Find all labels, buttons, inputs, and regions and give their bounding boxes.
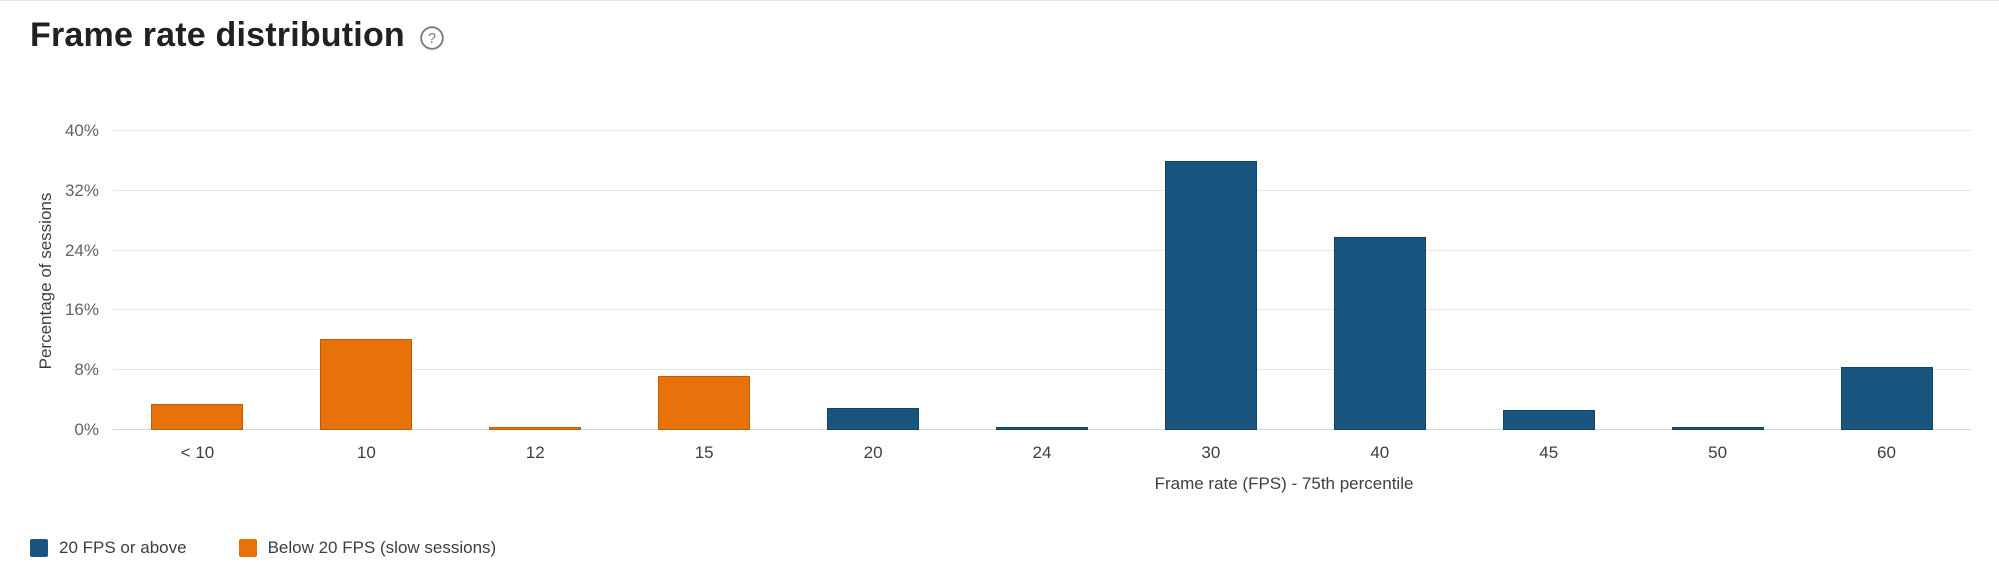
- x-tick-label: 60: [1877, 443, 1896, 462]
- bar-45[interactable]: [1502, 409, 1595, 430]
- bar-slot: 40: [1295, 131, 1464, 462]
- bar-12[interactable]: [489, 427, 582, 430]
- x-tick-label: 24: [1032, 443, 1052, 462]
- bar-slot: 20: [789, 131, 958, 462]
- bar-slot: 24: [958, 131, 1127, 462]
- bar-10[interactable]: [320, 338, 413, 430]
- x-tick-label: 15: [694, 443, 714, 462]
- gridline: [113, 130, 1971, 131]
- y-tick-label: 32%: [64, 180, 99, 200]
- x-tick-label: 30: [1201, 443, 1221, 462]
- bar-24[interactable]: [995, 427, 1088, 430]
- legend: 20 FPS or above Below 20 FPS (slow sessio…: [30, 538, 496, 558]
- y-tick-label: 24%: [64, 240, 99, 260]
- x-tick-label: 40: [1370, 443, 1390, 462]
- bar-20[interactable]: [827, 408, 920, 430]
- page-title: Frame rate distribution: [30, 16, 405, 54]
- bar-15[interactable]: [658, 376, 751, 430]
- y-tick-label: 40%: [64, 121, 99, 140]
- bar-40[interactable]: [1333, 237, 1426, 430]
- bar-30[interactable]: [1164, 160, 1257, 430]
- x-axis-title: Frame rate (FPS) - 75th percentile: [1154, 474, 1414, 493]
- gridline: [113, 189, 1971, 191]
- bar-slot: 45: [1464, 131, 1633, 462]
- x-tick-label: 12: [525, 443, 545, 462]
- bar-slot: 10: [282, 131, 451, 462]
- gridline: [113, 309, 1971, 311]
- chart-header: Frame rate distribution ?: [30, 16, 445, 55]
- x-tick-label: 20: [863, 443, 883, 462]
- y-tick-label: 8%: [74, 360, 99, 380]
- bar-60[interactable]: [1840, 367, 1933, 430]
- legend-swatch: [30, 539, 48, 557]
- bar-10[interactable]: [151, 403, 244, 430]
- x-tick-label: 50: [1708, 443, 1728, 462]
- y-tick-label: 0%: [74, 420, 99, 439]
- bar-slot: 30: [1126, 131, 1295, 462]
- gridline: [113, 249, 1971, 251]
- bar-slot: < 10: [113, 131, 282, 462]
- x-tick-label: 45: [1539, 443, 1559, 462]
- x-tick-label: 10: [356, 443, 376, 462]
- x-tick-label: < 10: [180, 443, 215, 462]
- gridline: [113, 369, 1971, 371]
- bar-50[interactable]: [1671, 427, 1764, 430]
- y-axis-label: Percentage of sessions: [36, 192, 55, 370]
- svg-text:?: ?: [428, 30, 436, 46]
- bar-slot: 12: [451, 131, 620, 462]
- legend-item: 20 FPS or above: [30, 538, 187, 558]
- bar-slot: 60: [1802, 131, 1971, 462]
- legend-label: Below 20 FPS (slow sessions): [267, 538, 497, 557]
- legend-label: 20 FPS or above: [59, 538, 187, 557]
- y-tick-label: 16%: [64, 300, 99, 320]
- top-divider: [0, 0, 1999, 1]
- bar-slot: 15: [620, 131, 789, 462]
- plot-area: < 10 10 12 15 20 24 30 40 45 50 60 0% 8% 16% 24% 32% 40…: [65, 121, 1971, 462]
- bar-slots: < 10 10 12 15 20 24 30 40 45 50 60: [113, 131, 1971, 462]
- legend-item: Below 20 FPS (slow sessions): [238, 538, 497, 558]
- help-icon[interactable]: ?: [419, 25, 445, 51]
- legend-swatch: [238, 539, 257, 557]
- bar-slot: 50: [1633, 131, 1802, 462]
